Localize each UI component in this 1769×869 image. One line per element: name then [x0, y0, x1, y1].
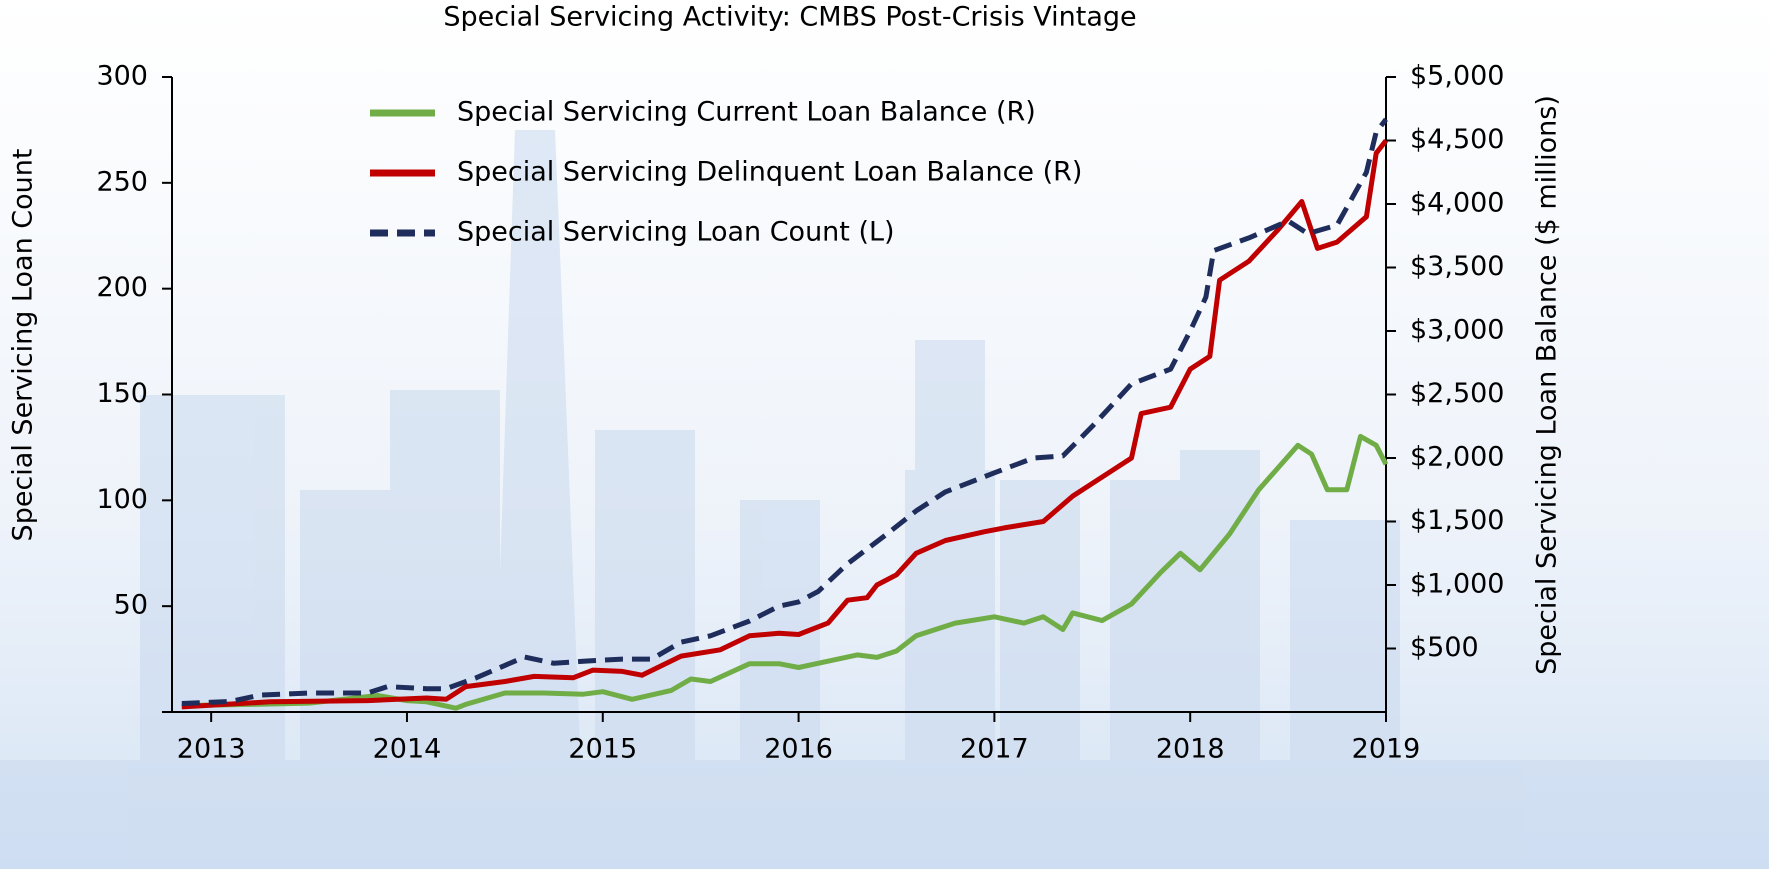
series-line — [181, 117, 1388, 706]
y-tick-label: 300 — [96, 61, 148, 92]
y2-axis-label: Special Servicing Loan Balance ($ millio… — [1532, 95, 1563, 675]
x-tick-label: 2014 — [373, 734, 442, 765]
series-line — [181, 138, 1388, 710]
y2-tick-label: $4,500 — [1410, 124, 1504, 155]
x-tick-label: 2013 — [177, 734, 246, 765]
skyline — [0, 130, 1769, 869]
chart-title: Special Servicing Activity: CMBS Post-Cr… — [443, 2, 1136, 33]
y2-tick-label: $1,000 — [1410, 569, 1504, 600]
y2-tick-label: $5,000 — [1410, 61, 1504, 92]
legend-label: Special Servicing Loan Count (L) — [457, 217, 895, 248]
series-line — [181, 433, 1389, 711]
y-axis-label: Special Servicing Loan Count — [8, 149, 39, 542]
x-tick-label: 2016 — [764, 734, 833, 765]
y2-tick-label: $500 — [1410, 632, 1479, 663]
x-tick-label: 2017 — [960, 734, 1029, 765]
y2-tick-label: $4,000 — [1410, 188, 1504, 219]
y-tick-label: 100 — [96, 484, 148, 515]
y-tick-label: 250 — [96, 166, 148, 197]
y-tick-label: 50 — [114, 590, 148, 621]
x-tick-label: 2015 — [568, 734, 637, 765]
y2-tick-label: $1,500 — [1410, 505, 1504, 536]
y2-tick-label: $3,000 — [1410, 315, 1504, 346]
x-tick-label: 2018 — [1156, 734, 1225, 765]
x-tick-label: 2019 — [1352, 734, 1421, 765]
y-tick-label: 150 — [96, 378, 148, 409]
legend-label: Special Servicing Current Loan Balance (… — [457, 97, 1036, 128]
y-tick-label: 200 — [96, 272, 148, 303]
y2-tick-label: $2,500 — [1410, 378, 1504, 409]
legend-label: Special Servicing Delinquent Loan Balanc… — [457, 157, 1082, 188]
y2-tick-label: $2,000 — [1410, 442, 1504, 473]
y2-tick-label: $3,500 — [1410, 251, 1504, 282]
